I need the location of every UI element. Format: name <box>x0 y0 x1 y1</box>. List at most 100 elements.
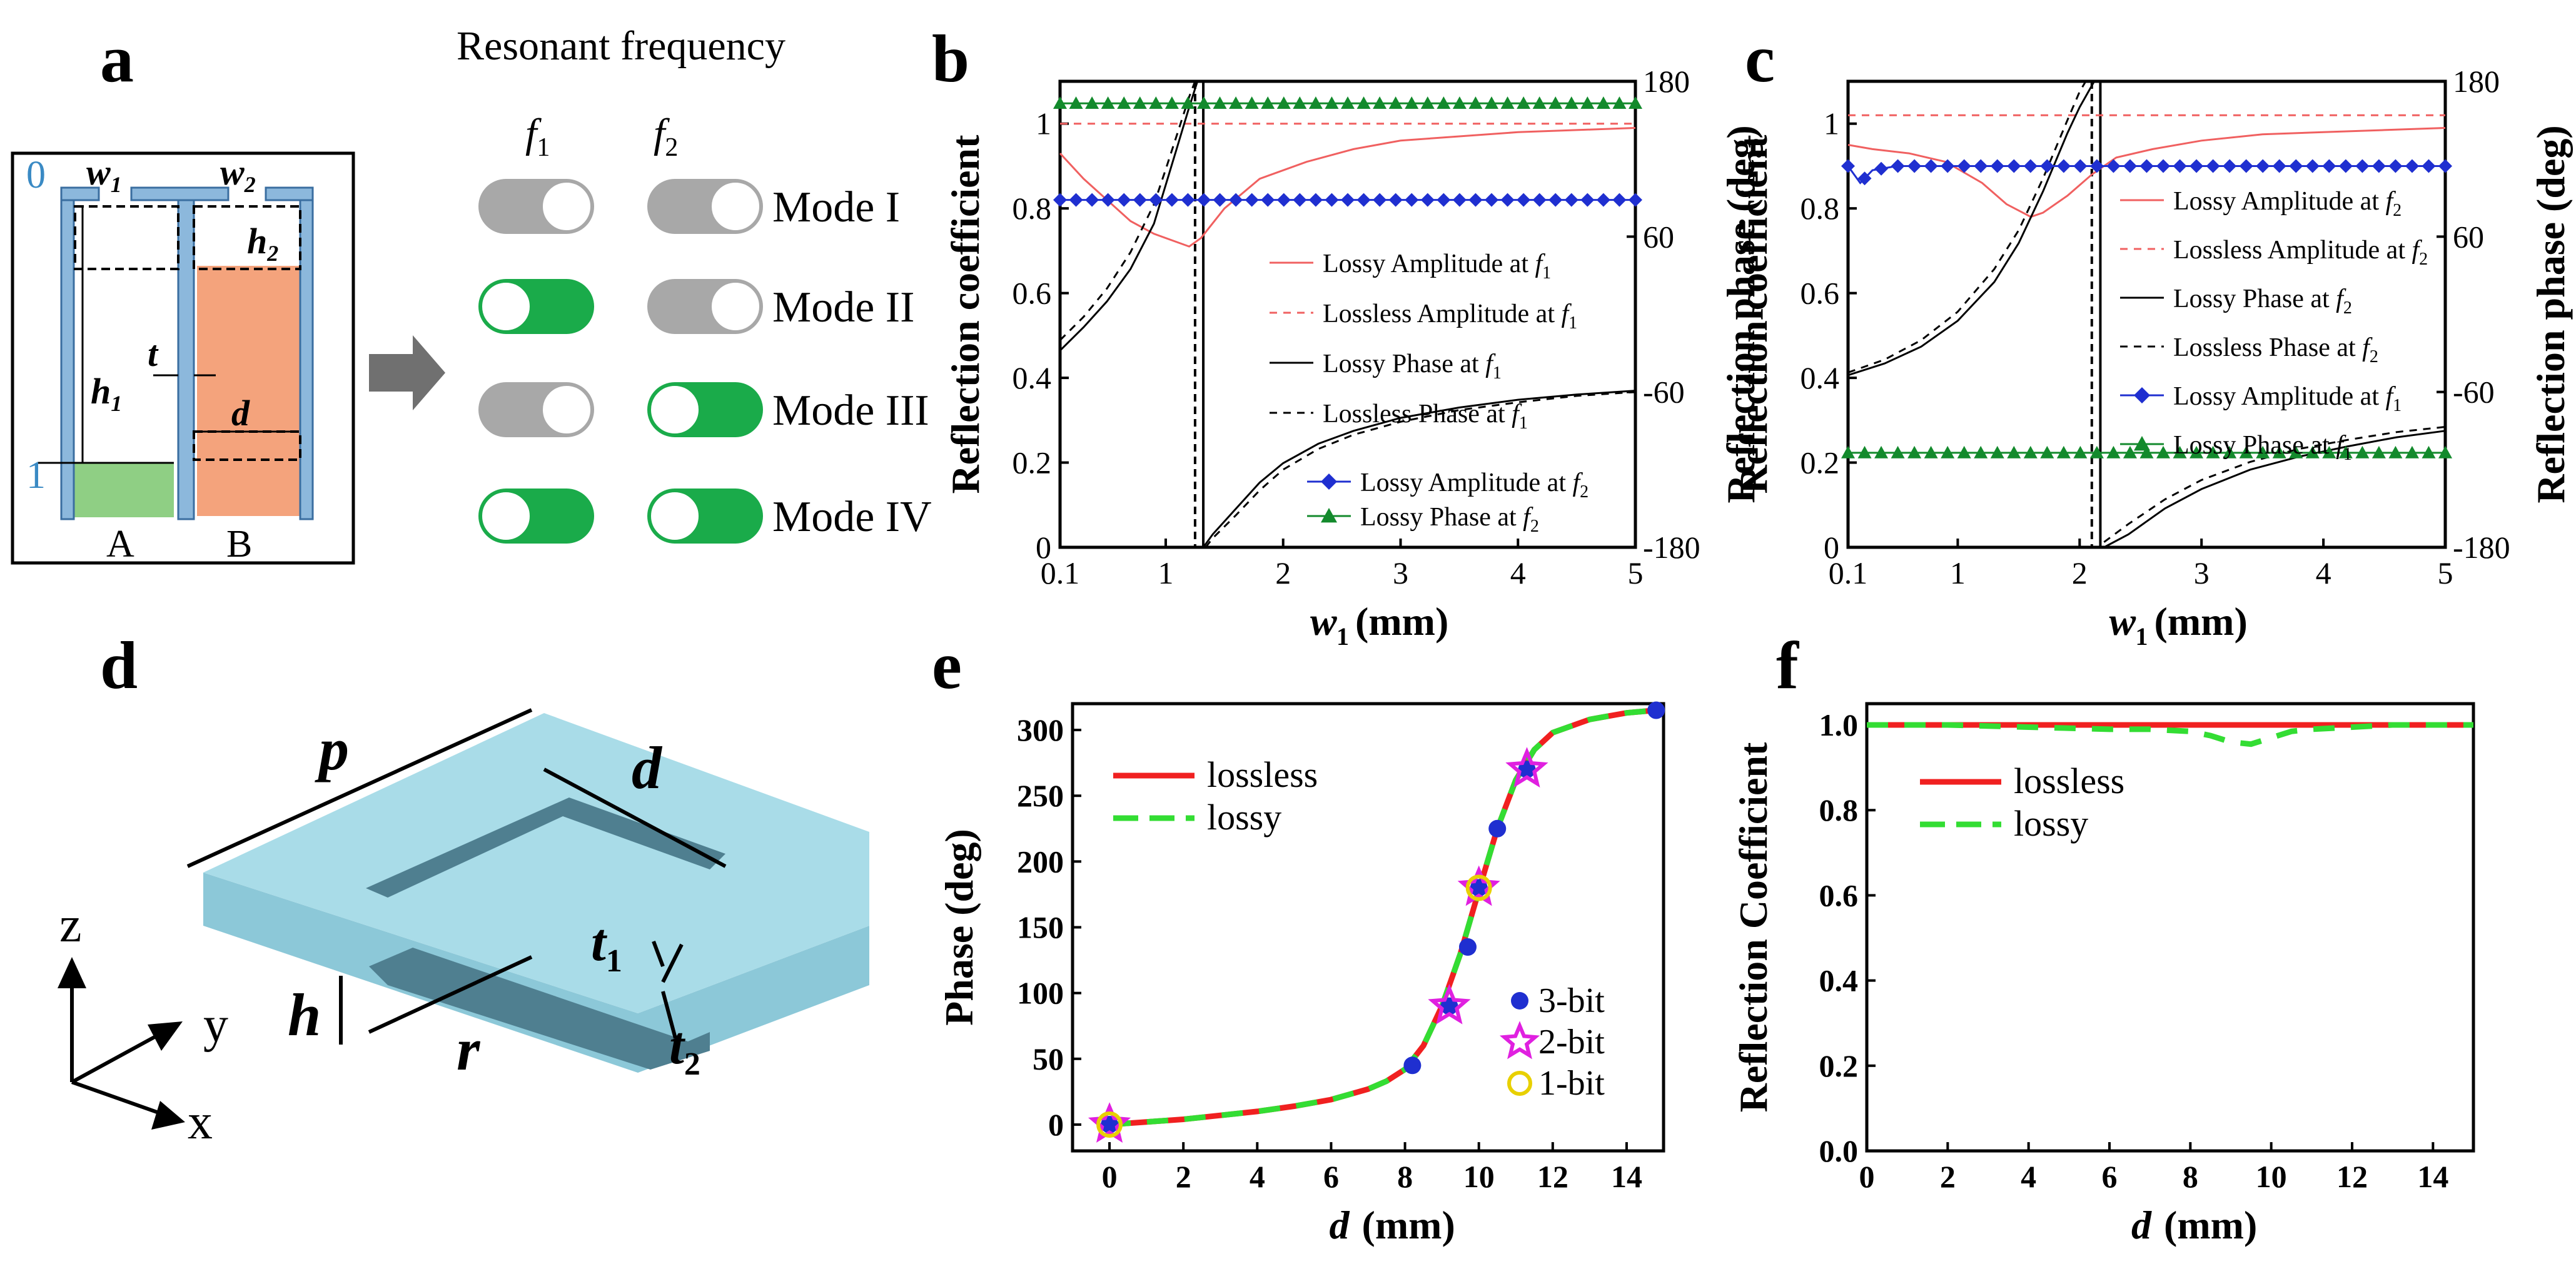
mode-label-2: Mode II <box>772 283 914 332</box>
block-top <box>203 713 869 1013</box>
axis-x-arrowhead <box>151 1101 185 1130</box>
legend-marker-4 <box>2134 387 2150 403</box>
legend-marker-1-bit <box>1507 1071 1532 1096</box>
series-marker-4 <box>2338 159 2353 173</box>
slot-top <box>366 797 725 898</box>
series-marker-5 <box>1261 96 1275 109</box>
x-tick-label: 4 <box>1510 555 1526 590</box>
y2-tick-label: -60 <box>1643 375 1685 410</box>
legend-text: Lossless Amplitude at <box>2173 236 2412 265</box>
x-tick-label: 2 <box>1176 1159 1191 1194</box>
y2-tick-label: 60 <box>2453 219 2484 254</box>
x-tick-label: 2 <box>2072 555 2088 590</box>
data-point-3-bit <box>1647 701 1665 719</box>
legend-text: Lossless Phase at <box>2173 333 2362 362</box>
y-tick-label: 50 <box>1033 1041 1064 1076</box>
series-marker-5 <box>1197 96 1211 109</box>
y-tick-label: 250 <box>1017 778 1064 813</box>
series-marker-5 <box>1452 96 1467 109</box>
x-tick-label: 3 <box>1393 555 1408 590</box>
legend-label-1: Lossless Amplitude at f2 <box>2173 236 2428 269</box>
series-marker-5 <box>2156 445 2171 458</box>
series-marker-4 <box>2405 159 2419 173</box>
series-marker-4 <box>1069 193 1083 207</box>
series-marker-5 <box>2007 445 2021 458</box>
series-marker-5 <box>2206 445 2220 458</box>
legend-text: Lossy Phase at <box>1323 350 1485 378</box>
y-tick-label: 200 <box>1017 844 1064 879</box>
series-marker-4 <box>2190 159 2204 173</box>
legend-label-1: Lossless Amplitude at f1 <box>1323 300 1577 333</box>
series-marker-4 <box>1164 193 1179 207</box>
series-marker-4 <box>1053 193 1067 207</box>
series-marker-4 <box>2289 159 2303 173</box>
cap-middle <box>130 186 230 201</box>
series-marker-4 <box>2438 159 2452 173</box>
series-marker-4 <box>1580 193 1595 207</box>
legend-freq-sub: 2 <box>2393 201 2402 220</box>
plot-frame <box>1865 702 2475 1153</box>
series-marker-5 <box>1957 445 1971 458</box>
legend-label-5: Lossy Phase at f2 <box>1360 503 1539 536</box>
series-marker-5 <box>1117 96 1131 109</box>
series-marker-4 <box>1181 193 1195 207</box>
chart-e: 0 2 4 6 8 10 12 14 0 50 100 150 200 250 300 losslesslos… <box>937 701 1665 1247</box>
fill-b <box>197 266 300 516</box>
x-tick-label: 10 <box>1463 1159 1495 1194</box>
data-point-3-bit <box>1440 997 1458 1015</box>
legend-text: Lossy Phase at <box>2173 285 2336 313</box>
y-tick-label: 0.6 <box>1819 878 1859 913</box>
x-label: x <box>188 1095 213 1150</box>
y2-tick-label: -180 <box>2453 530 2510 565</box>
series-line-3 <box>1847 81 2446 543</box>
y2-tick-label: 180 <box>1643 64 1690 99</box>
series-marker-4 <box>1907 159 1922 173</box>
legend-freq-sub: 2 <box>2370 347 2378 367</box>
series-marker-4 <box>1325 193 1339 207</box>
series-marker-4 <box>1405 193 1419 207</box>
panel-label-a: a <box>100 22 134 96</box>
data-point-3-bit <box>1403 1056 1422 1075</box>
x-tick-label: 2 <box>1275 555 1291 590</box>
legend-point-label-1: 2-bit <box>1538 1023 1605 1061</box>
x-axis-label: d <box>2131 1203 2152 1247</box>
x-tick-label: 8 <box>1397 1159 1413 1194</box>
legend-label-4: Lossy Amplitude at f1 <box>2173 382 2402 415</box>
series-marker-5 <box>2089 445 2104 458</box>
series-marker-4 <box>1229 193 1243 207</box>
series-marker-5 <box>2272 445 2286 458</box>
series-marker-5 <box>1891 445 1905 458</box>
series-marker-5 <box>2056 445 2071 458</box>
data-point-1-bit <box>1096 1111 1123 1138</box>
y2-axis-label: Reflection phase (deg) <box>2528 125 2573 503</box>
x-tick-label: 0 <box>1859 1159 1875 1194</box>
d-label: d <box>231 393 250 433</box>
y-tick-label: 300 <box>1017 712 1064 747</box>
axis-z-arrowhead <box>58 957 86 988</box>
series-marker-5 <box>1532 96 1547 109</box>
series-marker-5 <box>1213 96 1227 109</box>
legend-label-0: Lossy Amplitude at f1 <box>1323 250 1551 283</box>
y-axis-label: Reflection Coefficient <box>1731 742 1775 1112</box>
data-point-3-bit <box>1518 761 1536 779</box>
x-tick-label: 14 <box>2417 1159 2448 1194</box>
y-tick-label: 0.8 <box>1013 191 1052 226</box>
series-marker-4 <box>1612 193 1627 207</box>
series-marker-4 <box>1245 193 1259 207</box>
series-marker-5 <box>1990 445 2004 458</box>
y2-axis-label: Reflection phase (deg) <box>1719 125 1763 503</box>
mode-toggle-knob-2-f2 <box>709 280 762 333</box>
y-tick-label: 0.4 <box>1819 963 1859 998</box>
legend-marker-5 <box>1321 508 1337 523</box>
y-tick-label: 0.2 <box>1819 1048 1859 1083</box>
fill-a <box>74 463 174 517</box>
series-marker-5 <box>1500 96 1515 109</box>
y-tick-label: 0.2 <box>1013 445 1052 480</box>
series-marker-5 <box>2256 445 2270 458</box>
series-marker-4 <box>1841 159 1855 173</box>
series-marker-4 <box>1373 193 1387 207</box>
series-marker-5 <box>1874 445 1889 458</box>
x-tick-label: 12 <box>2336 1159 2368 1194</box>
y-tick-label: 1 <box>1824 106 1839 141</box>
x-tick-label: 5 <box>2438 555 2453 590</box>
